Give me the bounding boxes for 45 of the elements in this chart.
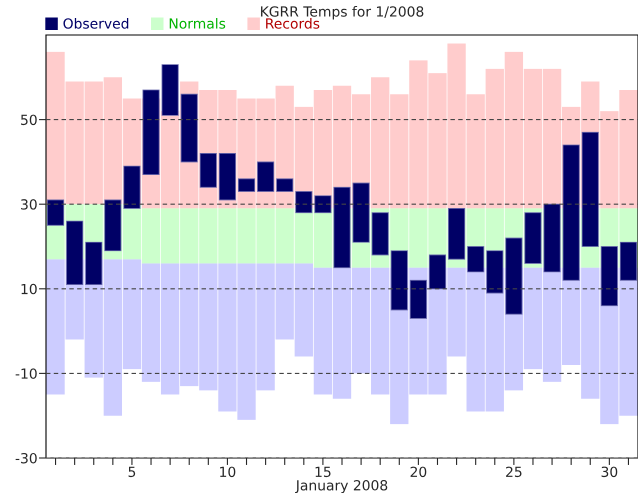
bar [180,94,198,162]
y-tick-label: -30 [16,452,37,464]
y-tick-label: 10 [22,284,37,294]
bar [410,280,427,319]
bar [620,242,637,281]
bar [372,212,389,256]
y-tick-label: 30 [21,199,37,210]
bar [448,208,466,260]
bar [314,195,332,214]
bar [582,132,599,247]
bar [200,153,217,188]
bar [142,90,160,176]
x-tick-label: 10 [220,466,236,478]
bar [162,64,179,116]
bar [467,246,484,272]
chart-title: KGRR Temps for 1/2008 [261,6,424,20]
bar [104,200,122,252]
bar [85,242,102,285]
x-tick-label: 15 [316,466,331,478]
bar [562,144,580,281]
bar [257,161,274,192]
x-tick-label: 25 [506,466,522,478]
x-tick-label: 20 [410,466,426,478]
bar [390,250,408,310]
bar [47,200,64,226]
bar [238,178,256,192]
legend-label: Normals [170,18,226,29]
bar [524,212,542,264]
bar [352,182,370,243]
x-axis-title: January 2008 [295,480,388,493]
legend-label: Observed [63,18,128,29]
bar [600,246,618,306]
x-tick-label: 5 [128,466,136,478]
bar [66,220,84,285]
bar [123,166,140,209]
bar [295,191,312,214]
y-tick-label: -10 [16,368,37,379]
bar [486,250,504,294]
y-tick-label: 50 [21,114,37,126]
bar [276,178,294,192]
bar [428,254,446,290]
bar [218,153,236,200]
bar [505,238,522,315]
legend-label: Records [266,18,320,29]
x-tick-label: 30 [602,466,618,478]
